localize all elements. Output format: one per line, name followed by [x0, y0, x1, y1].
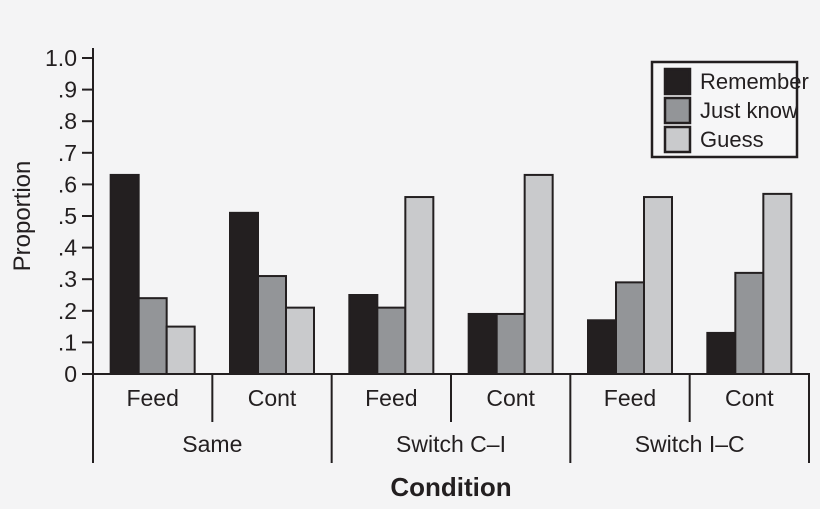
y-tick-label: .3	[58, 266, 77, 292]
x-subgroup-label: Cont	[248, 385, 297, 411]
legend-swatch-remember	[663, 67, 692, 96]
bar-just-know	[257, 275, 287, 376]
legend-label: Just know	[700, 98, 798, 123]
bar-just-know	[734, 271, 765, 376]
bar-guess	[643, 196, 673, 375]
bar-remember	[229, 211, 259, 375]
x-group-label: Same	[182, 431, 242, 457]
x-subgroup-label: Feed	[604, 385, 656, 411]
y-tick-label: .2	[58, 298, 77, 324]
x-subgroup-label: Cont	[486, 385, 535, 411]
bar-just-know	[495, 312, 526, 375]
y-tick-label: .5	[58, 203, 77, 229]
x-group-label: Switch C–I	[396, 431, 506, 457]
x-subgroup-label: Feed	[365, 385, 417, 411]
y-tick-label: 0	[64, 361, 77, 387]
bar-remember	[109, 173, 140, 375]
bar-just-know	[137, 297, 168, 375]
bar-guess	[165, 325, 196, 376]
bar-remember	[587, 319, 617, 375]
x-subgroup-label: Cont	[725, 385, 774, 411]
bar-guess	[523, 173, 554, 375]
bar-just-know	[615, 281, 645, 375]
bar-remember	[467, 312, 498, 375]
y-tick-label: .9	[58, 77, 77, 103]
y-tick-label: .6	[58, 171, 77, 197]
y-tick-label: .8	[58, 108, 77, 134]
bar-remember	[348, 294, 379, 375]
bar-guess	[285, 306, 315, 376]
legend-swatch-guess	[663, 125, 692, 154]
legend-label: Guess	[700, 127, 764, 152]
x-group-label: Switch I–C	[635, 431, 745, 457]
bar-guess	[762, 192, 793, 375]
legend-label: Remember	[700, 69, 809, 94]
bar-just-know	[376, 306, 407, 376]
x-subgroup-label: Feed	[126, 385, 178, 411]
bar-remember	[706, 331, 737, 376]
x-axis-title: Condition	[390, 472, 511, 502]
legend-swatch-just-know	[663, 96, 692, 125]
y-axis-title: Proportion	[9, 161, 36, 272]
y-tick-label: .4	[58, 235, 77, 261]
y-tick-label: 1.0	[45, 45, 77, 71]
y-tick-label: .7	[58, 140, 77, 166]
bar-guess	[404, 196, 435, 375]
y-tick-label: .1	[58, 329, 77, 355]
